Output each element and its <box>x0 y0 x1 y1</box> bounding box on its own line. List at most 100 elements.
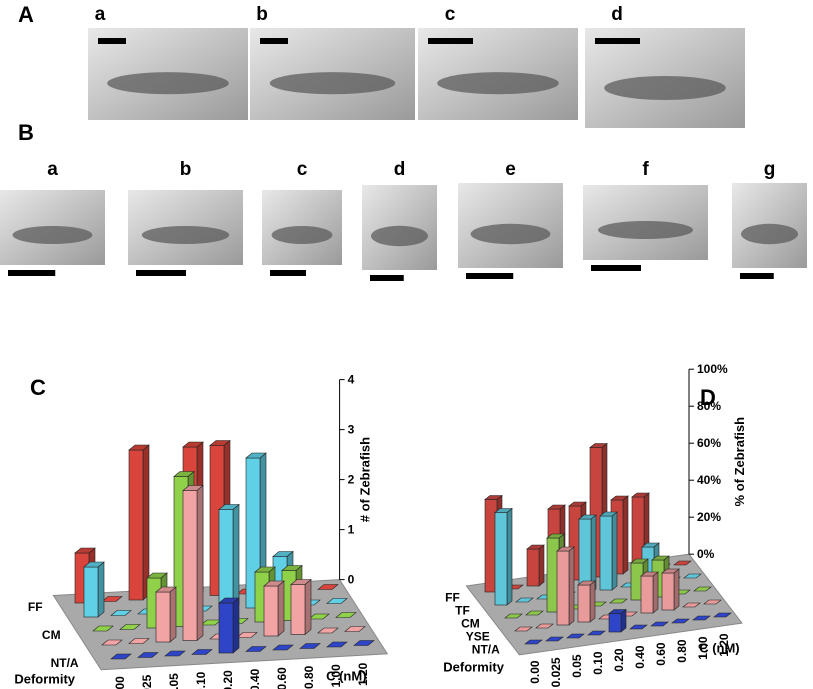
image-label: g <box>764 159 776 180</box>
bar <box>535 623 554 629</box>
panel-label: B <box>18 120 34 145</box>
bar <box>577 584 591 623</box>
x-tick-label: 1.20 <box>356 662 370 686</box>
panel-label: D <box>700 385 716 410</box>
y-axis-label: % of Zebrafish <box>732 417 747 507</box>
bar-top <box>182 441 204 448</box>
bar-side <box>304 578 312 636</box>
bar-top <box>640 571 659 577</box>
scale-bar <box>466 273 514 279</box>
bar <box>101 596 123 602</box>
bar <box>545 636 564 642</box>
bar-side <box>568 546 575 626</box>
bar <box>308 613 330 620</box>
bar-top <box>589 443 608 448</box>
bar-top <box>484 495 503 500</box>
bar <box>299 643 321 649</box>
bar <box>494 512 508 606</box>
bar <box>164 650 186 657</box>
bar <box>587 630 606 636</box>
bar-top <box>74 547 96 554</box>
bar-top <box>155 586 177 593</box>
specimen <box>107 72 229 95</box>
scale-bar <box>740 273 774 279</box>
legend-label: CM <box>42 628 61 642</box>
specimen <box>604 76 726 100</box>
bar <box>566 633 585 639</box>
bar-top <box>631 492 650 498</box>
bar-top <box>218 504 240 510</box>
specimen <box>12 226 93 244</box>
bar <box>608 613 622 633</box>
bar <box>110 610 132 616</box>
legend-label: FF <box>28 600 43 614</box>
x-axis-label: C (nM) <box>699 640 739 655</box>
scale-bar <box>8 270 56 276</box>
bar-side <box>196 484 204 642</box>
specimen <box>269 72 396 95</box>
bar <box>556 550 570 626</box>
y-tick-label: 100% <box>697 362 728 376</box>
bar <box>290 584 306 635</box>
bar-top <box>577 580 596 586</box>
bar-top <box>599 511 618 517</box>
legend-label: CM <box>461 617 480 631</box>
bar <box>713 612 732 618</box>
specimen <box>141 226 230 244</box>
legend-label: TF <box>455 604 470 618</box>
y-tick-label: 1 <box>348 523 355 537</box>
image-label: f <box>642 159 649 180</box>
bar <box>514 626 533 632</box>
specimen <box>470 223 551 245</box>
bar-top <box>641 542 660 548</box>
bar-side <box>97 561 105 618</box>
x-tick-label: 1.20 <box>717 633 731 657</box>
bar <box>526 548 540 587</box>
x-tick-label: 0.10 <box>194 671 208 689</box>
y-tick-label: 3 <box>348 423 355 437</box>
image-label: c <box>445 4 456 25</box>
bar <box>671 618 690 624</box>
legend-label: NT/A <box>51 656 79 670</box>
bar-top <box>173 471 195 477</box>
bar-side <box>169 586 177 643</box>
x-tick-label: 0.60 <box>275 667 289 689</box>
legend-label: YSE <box>466 630 490 644</box>
image-label: d <box>611 4 623 25</box>
bar <box>128 449 144 601</box>
bar <box>609 598 628 604</box>
specimen <box>741 223 798 245</box>
bar <box>245 646 267 652</box>
image-label: e <box>505 159 516 180</box>
bar <box>92 625 114 632</box>
bar <box>101 639 123 646</box>
panel-label: C <box>30 375 46 400</box>
scale-bar <box>370 275 404 281</box>
bar-top <box>494 508 513 513</box>
scale-bar <box>136 270 186 276</box>
bar-side <box>232 597 240 654</box>
y-tick-label: 40% <box>697 473 721 487</box>
bar-top <box>556 546 575 552</box>
bar <box>326 641 348 648</box>
bar-side <box>538 544 545 587</box>
image-label: b <box>256 4 268 25</box>
x-tick-label: 0.025 <box>549 657 563 687</box>
bar <box>110 653 132 660</box>
bar-top <box>630 558 649 564</box>
bar <box>640 575 654 614</box>
bar-top <box>526 544 545 550</box>
bar <box>682 602 701 608</box>
image-label: d <box>394 159 406 180</box>
scale-bar <box>270 270 306 276</box>
bar <box>218 509 234 610</box>
bar-top <box>546 533 565 539</box>
bar <box>236 632 258 638</box>
bar <box>515 597 534 603</box>
bar-side <box>506 507 513 606</box>
bar <box>335 612 357 618</box>
y-tick-label: 20% <box>697 510 721 524</box>
z-axis-label: Deformity <box>443 660 504 675</box>
